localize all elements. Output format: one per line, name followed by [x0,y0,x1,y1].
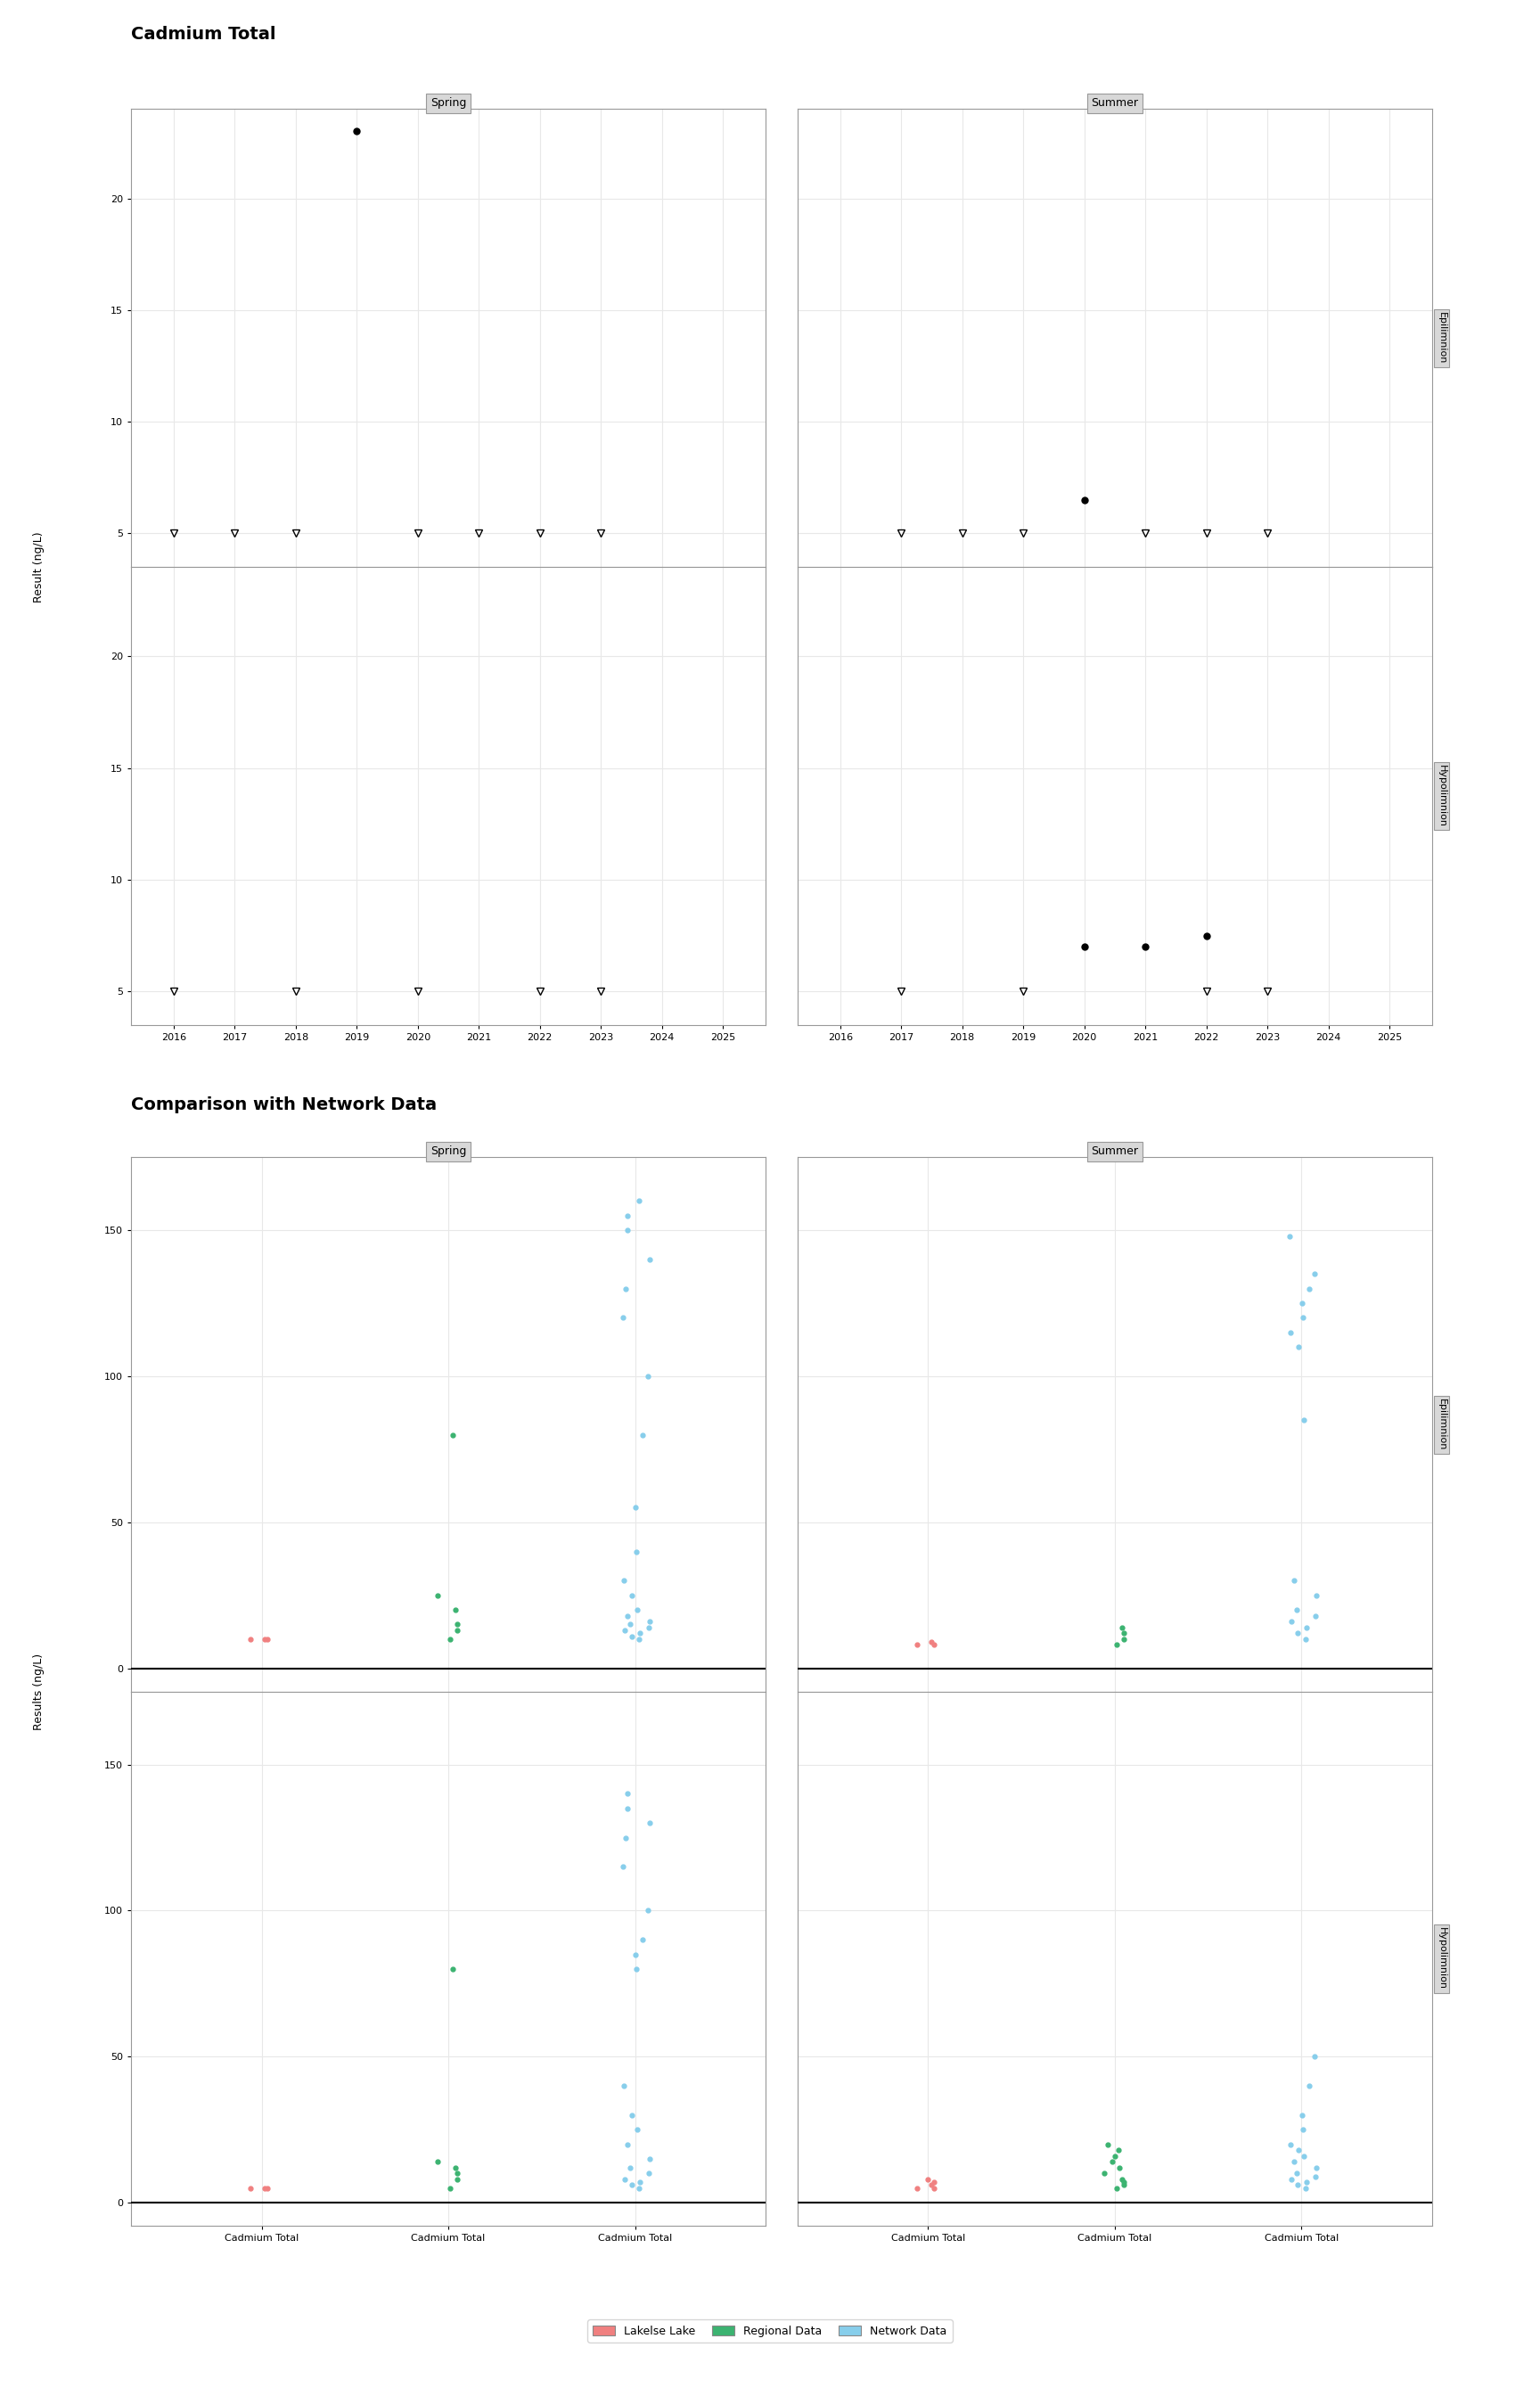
Text: Epilimnion: Epilimnion [1437,311,1446,364]
Text: Result (ng/L): Result (ng/L) [32,532,45,601]
Text: Hypolimnion: Hypolimnion [1437,1929,1446,1991]
Legend: Lakelse Lake, Regional Data, Network Data: Lakelse Lake, Regional Data, Network Dat… [587,2319,953,2343]
Title: Spring: Spring [430,1145,467,1157]
Text: Comparison with Network Data: Comparison with Network Data [131,1097,437,1114]
Title: Summer: Summer [1092,98,1138,108]
Title: Summer: Summer [1092,1145,1138,1157]
Text: Epilimnion: Epilimnion [1437,1399,1446,1450]
Text: Results (ng/L): Results (ng/L) [32,1653,45,1730]
Text: Hypolimnion: Hypolimnion [1437,764,1446,827]
Title: Spring: Spring [430,98,467,108]
Text: Cadmium Total: Cadmium Total [131,26,276,43]
